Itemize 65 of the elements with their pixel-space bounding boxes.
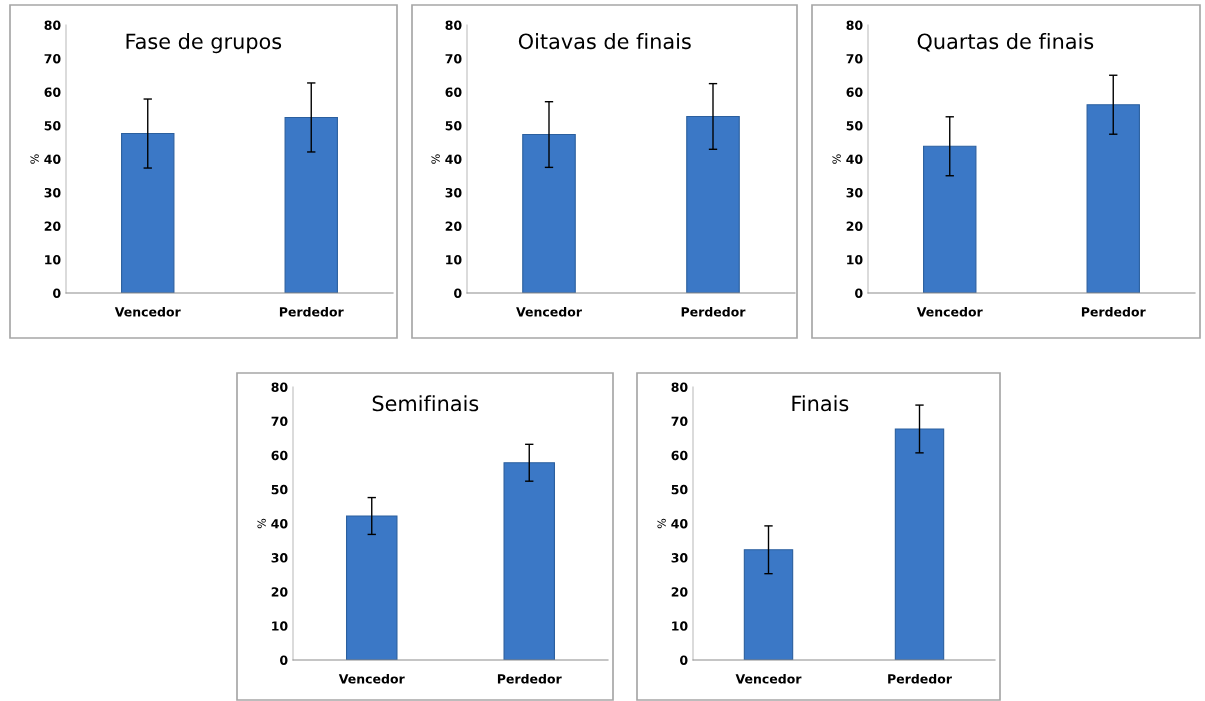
y-tick-label: 60 (445, 87, 462, 97)
y-tick-label: 40 (271, 518, 288, 529)
y-tick-label: 0 (454, 288, 462, 298)
chart-title: Finais (792, 395, 849, 412)
y-tick-label: 60 (846, 87, 863, 97)
y-tick-label: 30 (846, 187, 863, 198)
y-tick-label: 80 (846, 20, 863, 30)
y-tick-label: 80 (271, 382, 288, 392)
y-axis-title: % (832, 154, 841, 164)
y-tick-label: 30 (271, 553, 288, 563)
x-tick-label: Vencedor (114, 306, 181, 317)
y-tick-label: 80 (445, 20, 462, 30)
x-tick-label: Vencedor (516, 306, 582, 317)
y-tick-label: 20 (271, 587, 288, 597)
y-tick-label: 20 (445, 221, 462, 231)
y-tick-label: 0 (280, 655, 288, 665)
y-tick-label: 10 (847, 254, 863, 265)
y-axis-title: % (431, 154, 440, 164)
chart-title: Quartas de finais (917, 33, 1094, 52)
x-tick-label: Perdedor (681, 306, 746, 317)
y-tick-label: 0 (53, 288, 61, 298)
y-tick-label: 50 (671, 484, 688, 495)
y-tick-label: 50 (846, 120, 863, 131)
y-tick-label: 60 (44, 87, 61, 97)
y-tick-label: 40 (671, 518, 688, 529)
y-tick-label: 70 (44, 53, 61, 64)
y-tick-label: 70 (445, 53, 462, 64)
y-tick-label: 10 (45, 254, 61, 265)
y-tick-label: 40 (44, 154, 61, 164)
y-tick-label: 20 (846, 221, 863, 231)
y-axis-title: % (30, 154, 39, 164)
y-tick-label: 60 (671, 450, 688, 461)
y-tick-label: 70 (846, 53, 863, 64)
y-tick-label: 30 (671, 553, 688, 563)
y-tick-label: 20 (671, 587, 688, 597)
y-tick-label: 40 (846, 154, 863, 164)
chart-title: Fase de grupos (126, 33, 282, 54)
x-tick-label: Vencedor (338, 673, 405, 684)
y-tick-label: 30 (445, 187, 462, 198)
y-tick-label: 50 (445, 120, 462, 131)
x-tick-label: Perdedor (279, 306, 344, 317)
y-tick-label: 30 (44, 187, 61, 198)
y-tick-label: 70 (271, 416, 288, 427)
y-tick-label: 10 (272, 621, 288, 631)
y-axis-title: % (257, 518, 266, 529)
y-tick-label: 10 (672, 621, 688, 631)
y-tick-label: 0 (680, 655, 688, 665)
x-tick-label: Perdedor (888, 673, 952, 684)
y-tick-label: 40 (445, 154, 462, 164)
chart-title: Semifinais (372, 395, 479, 412)
y-tick-label: 70 (671, 416, 688, 427)
y-axis-title: % (657, 518, 666, 529)
y-tick-label: 50 (271, 484, 288, 495)
x-tick-label: Perdedor (497, 673, 562, 684)
chart-title: Oitavas de finais (518, 33, 691, 50)
x-tick-label: Perdedor (1081, 306, 1146, 317)
x-tick-label: Vencedor (916, 306, 983, 317)
y-tick-label: 20 (44, 221, 61, 231)
y-tick-label: 0 (855, 288, 863, 298)
y-tick-label: 80 (44, 20, 61, 30)
y-tick-label: 10 (446, 254, 462, 265)
y-tick-label: 60 (271, 450, 288, 461)
x-tick-label: Vencedor (735, 673, 802, 684)
y-tick-label: 80 (671, 382, 688, 392)
y-tick-label: 50 (44, 120, 61, 131)
